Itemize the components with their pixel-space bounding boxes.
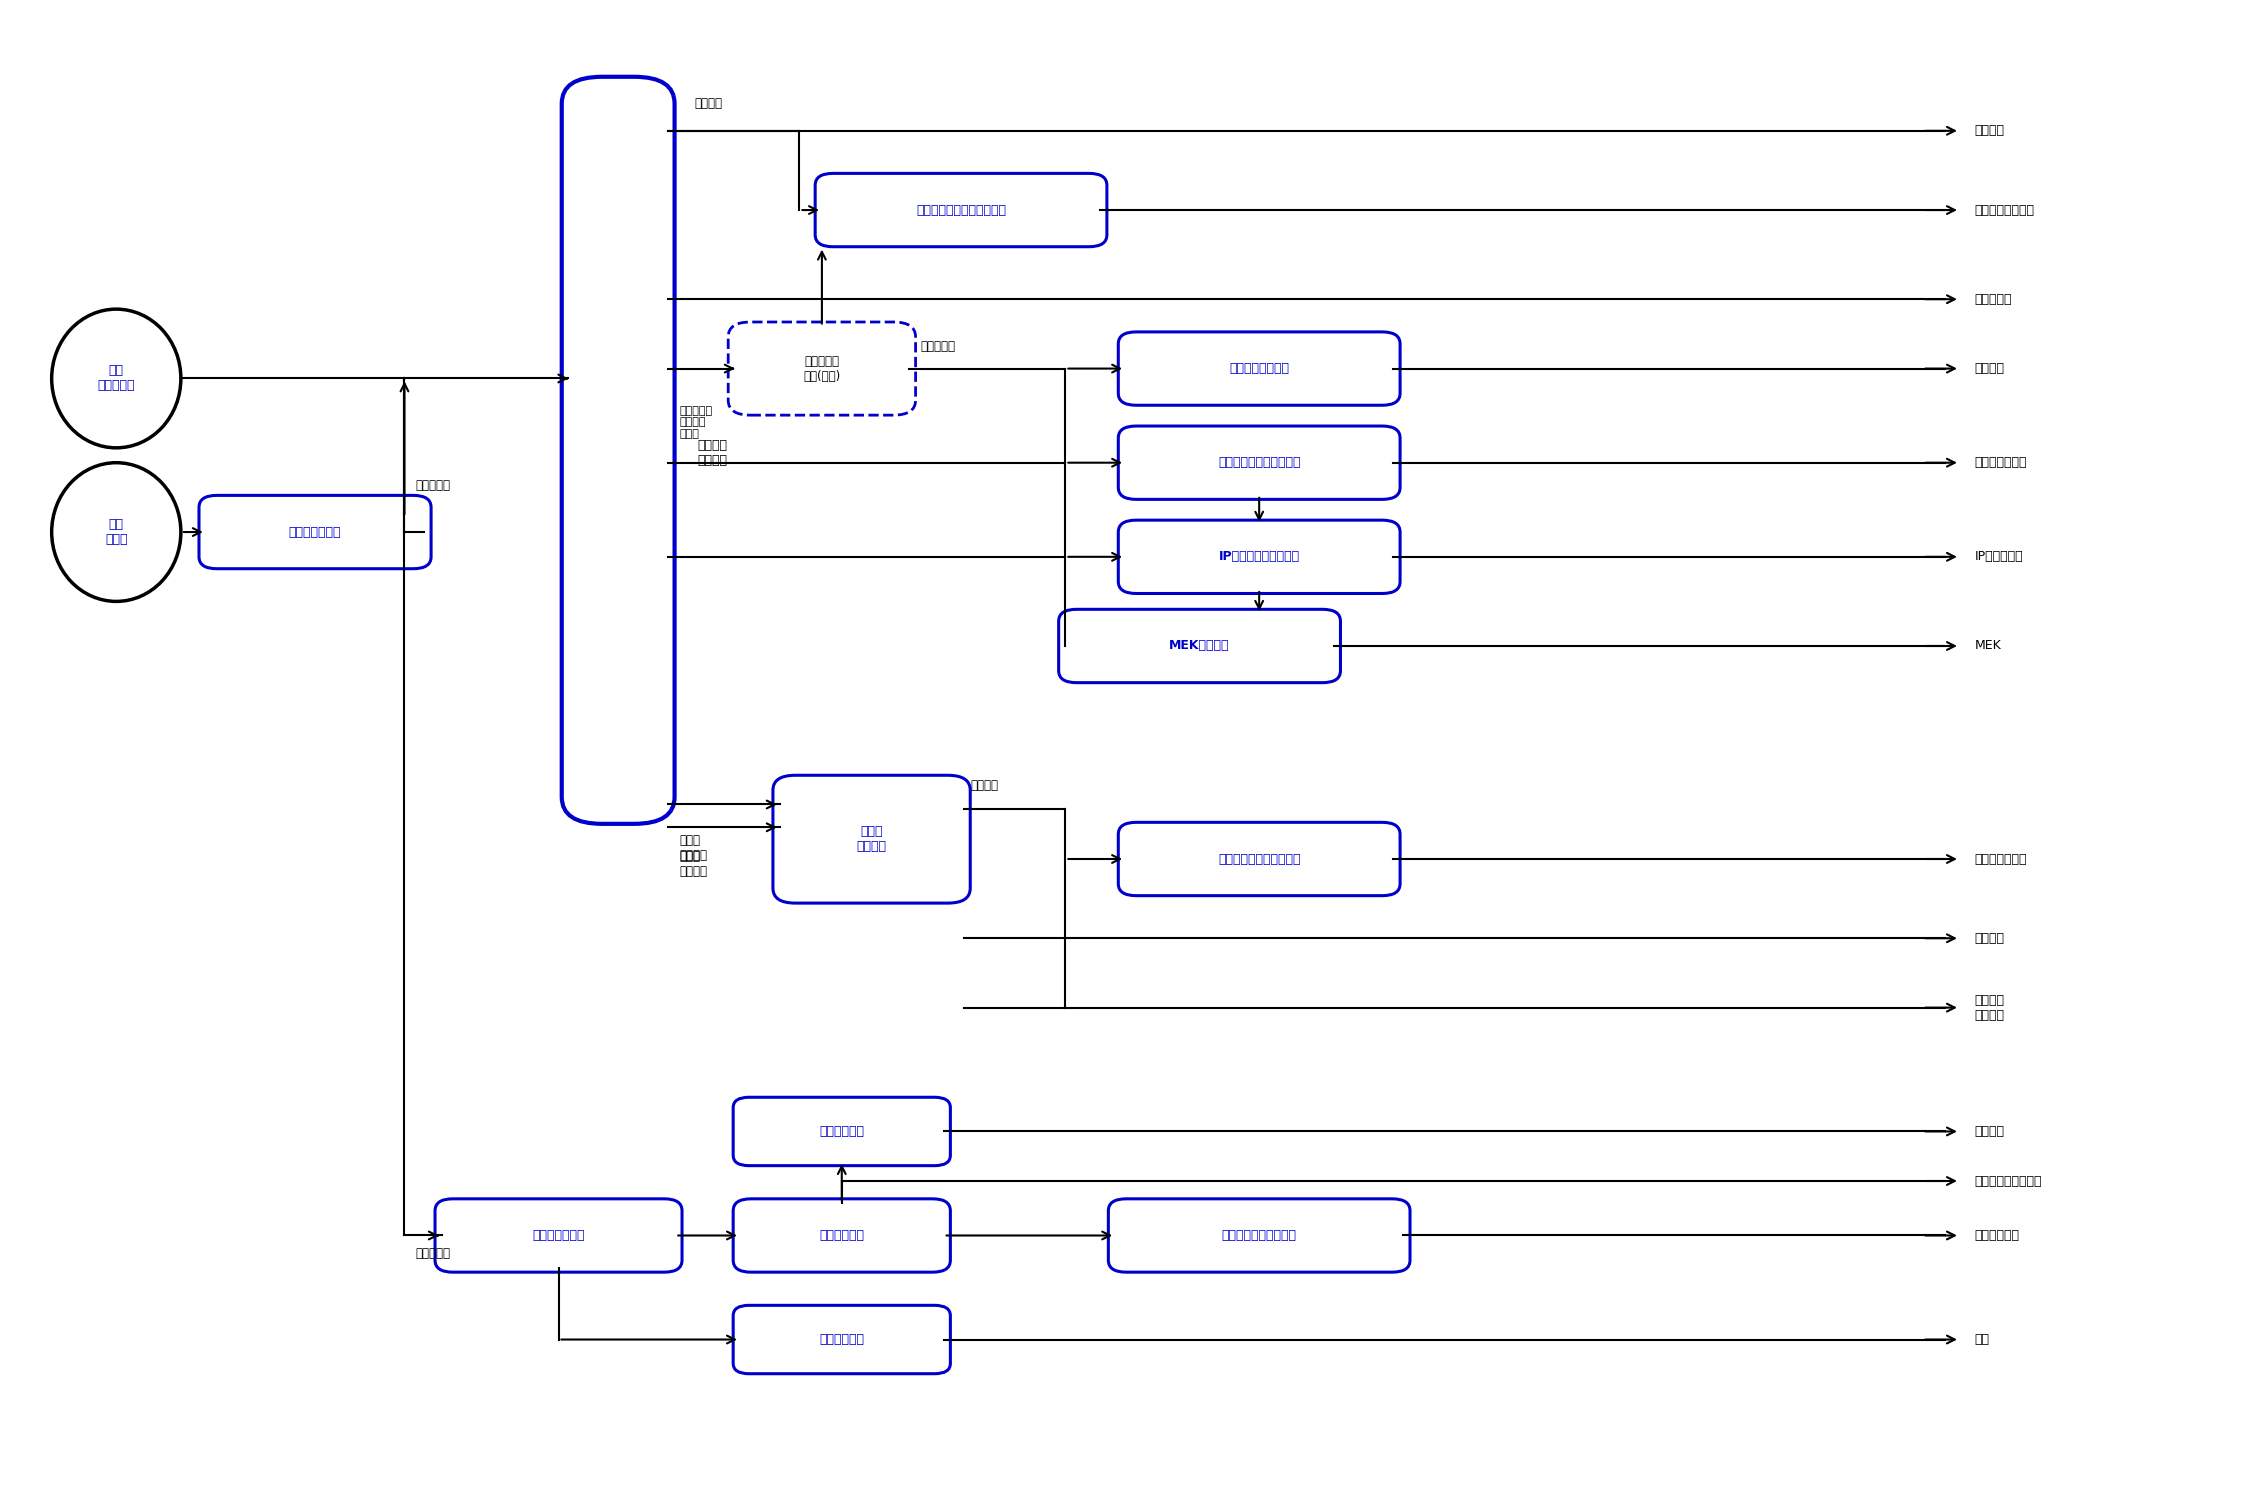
Text: 硫黄回収装置: 硫黄回収装置 xyxy=(819,1333,864,1346)
Ellipse shape xyxy=(52,310,180,448)
FancyBboxPatch shape xyxy=(1119,520,1401,594)
Text: ナフサ分留装置: ナフサ分留装置 xyxy=(289,525,341,538)
Text: 芳香族
製造設備: 芳香族 製造設備 xyxy=(857,826,887,853)
Text: レギュラーガソリン: レギュラーガソリン xyxy=(1974,1175,2042,1188)
Text: プロピレン: プロピレン xyxy=(1974,293,2012,305)
Text: IPソルベント: IPソルベント xyxy=(1974,550,2024,564)
Text: 輸入
ナフサ: 輸入 ナフサ xyxy=(106,517,129,546)
FancyBboxPatch shape xyxy=(1119,426,1401,499)
Text: ブタジエン
抽出(他社): ブタジエン 抽出(他社) xyxy=(803,355,841,382)
FancyBboxPatch shape xyxy=(733,1305,950,1373)
Text: トルエン
キシレン: トルエン キシレン xyxy=(1974,994,2006,1021)
FancyBboxPatch shape xyxy=(435,1199,681,1272)
FancyBboxPatch shape xyxy=(1119,332,1401,405)
FancyBboxPatch shape xyxy=(733,1098,950,1166)
Text: 液状ゴム製造装置: 液状ゴム製造装置 xyxy=(1230,362,1288,374)
Text: パラキシレン製造装置: パラキシレン製造装置 xyxy=(1223,1229,1297,1242)
Text: エチレン
製造装置: エチレン 製造装置 xyxy=(697,439,729,466)
Text: ガス回収装置: ガス回収装置 xyxy=(819,1125,864,1139)
FancyBboxPatch shape xyxy=(774,775,970,902)
Text: ジイソブチレン: ジイソブチレン xyxy=(1974,456,2028,469)
FancyBboxPatch shape xyxy=(1108,1199,1410,1272)
Text: ブタジエン: ブタジエン xyxy=(920,340,954,353)
FancyBboxPatch shape xyxy=(733,1199,950,1272)
Text: エチレン: エチレン xyxy=(695,98,722,110)
Text: MEK製造装置: MEK製造装置 xyxy=(1169,639,1230,653)
Text: 接触改質装置: 接触改質装置 xyxy=(819,1229,864,1242)
FancyBboxPatch shape xyxy=(562,77,675,824)
Text: 水素化脱硫装置: 水素化脱硫装置 xyxy=(532,1229,584,1242)
Text: 液状ゴム: 液状ゴム xyxy=(1974,362,2006,374)
Text: ベンゼン: ベンゼン xyxy=(1974,932,2006,945)
Text: MEK: MEK xyxy=(1974,639,2001,653)
Text: パラキシレン: パラキシレン xyxy=(1974,1229,2019,1242)
Text: 熱分解
ガソリン: 熱分解 ガソリン xyxy=(679,835,706,862)
FancyBboxPatch shape xyxy=(814,173,1108,247)
Text: 軽質ナフサ: 軽質ナフサ xyxy=(415,478,451,492)
Text: 重質ナフサ: 重質ナフサ xyxy=(415,1247,451,1260)
Text: ジイソブチレン製造装置: ジイソブチレン製造装置 xyxy=(1218,456,1299,469)
Text: ブタジエン
ブチレン
ブタン: ブタジエン ブチレン ブタン xyxy=(679,406,713,439)
Text: 硫黄: 硫黄 xyxy=(1974,1333,1990,1346)
Text: 輸入
軽質ナフサ: 輸入 軽質ナフサ xyxy=(97,364,135,393)
Text: シクロヘキサン: シクロヘキサン xyxy=(1974,853,2028,865)
Text: IPソルベント製造装置: IPソルベント製造装置 xyxy=(1218,550,1299,564)
Text: ベンゼン: ベンゼン xyxy=(970,779,997,793)
Text: シクロヘキサン製造装置: シクロヘキサン製造装置 xyxy=(1218,853,1299,865)
Text: エチレン: エチレン xyxy=(1974,125,2006,137)
Text: 熱分解
ガソリン: 熱分解 ガソリン xyxy=(679,850,706,878)
Text: プロパン: プロパン xyxy=(1974,1125,2006,1139)
Ellipse shape xyxy=(52,463,180,602)
FancyBboxPatch shape xyxy=(199,495,431,569)
FancyBboxPatch shape xyxy=(729,322,916,415)
Text: スチレンモノマー: スチレンモノマー xyxy=(1974,203,2035,217)
Text: スチレンモノマー製造装置: スチレンモノマー製造装置 xyxy=(916,203,1006,217)
FancyBboxPatch shape xyxy=(1119,823,1401,896)
FancyBboxPatch shape xyxy=(1058,609,1340,683)
